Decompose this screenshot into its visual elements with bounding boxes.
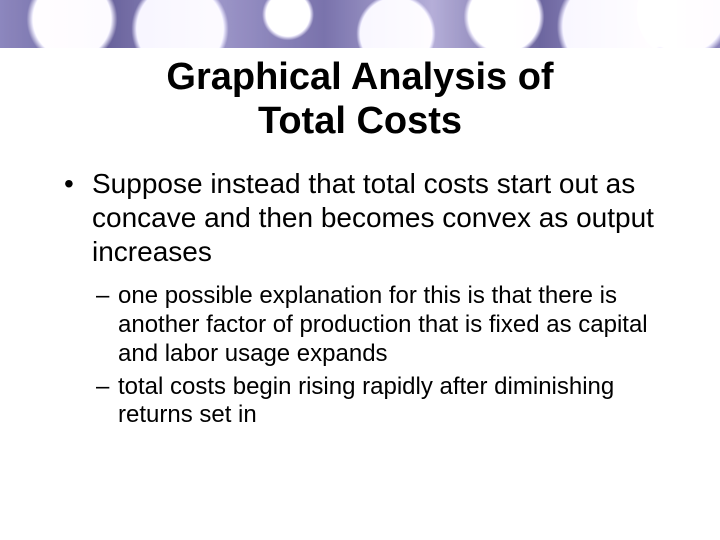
slide-title: Graphical Analysis of Total Costs (0, 56, 720, 143)
slide-content: Suppose instead that total costs start o… (0, 167, 720, 430)
bullet-text: one possible explanation for this is tha… (118, 282, 648, 367)
bullet-level2: one possible explanation for this is tha… (56, 282, 680, 368)
bullet-text: Suppose instead that total costs start o… (92, 168, 654, 266)
bullet-level1: Suppose instead that total costs start o… (56, 167, 680, 268)
bullet-text: total costs begin rising rapidly after d… (118, 373, 614, 429)
title-line-1: Graphical Analysis of (166, 56, 553, 98)
bullet-level2: total costs begin rising rapidly after d… (56, 373, 680, 431)
title-line-2: Total Costs (258, 100, 462, 142)
top-banner (0, 0, 720, 48)
